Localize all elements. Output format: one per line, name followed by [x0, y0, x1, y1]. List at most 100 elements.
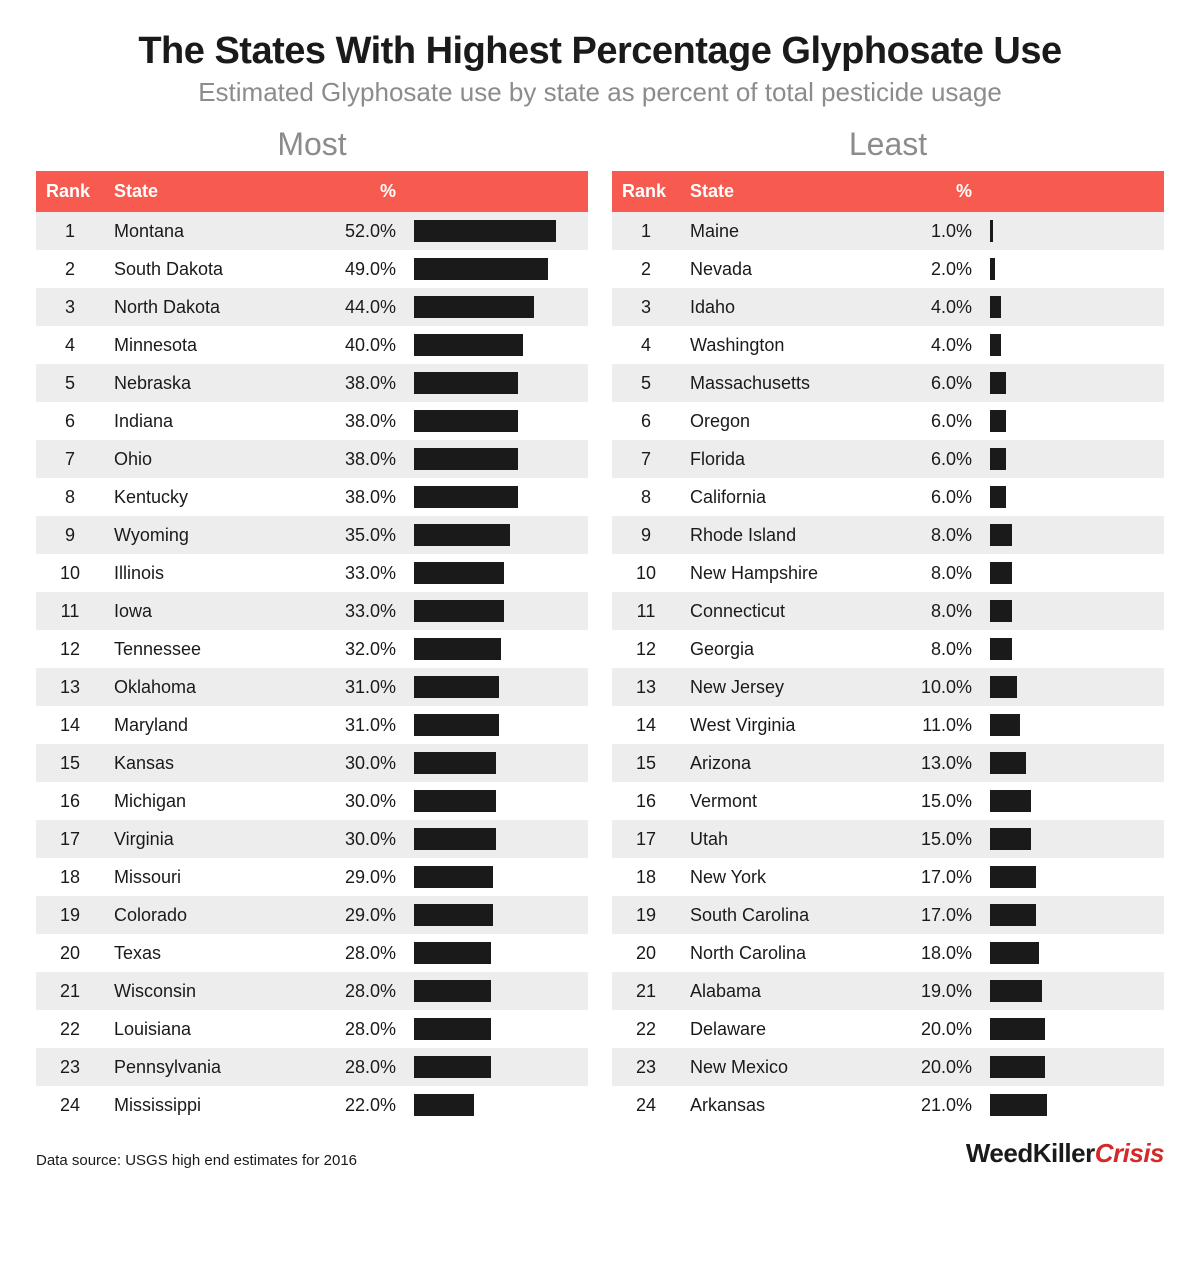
pct-cell: 15.0%: [870, 782, 990, 820]
rank-cell: 5: [36, 364, 104, 402]
rank-cell: 20: [36, 934, 104, 972]
panel: LeastRankState%1Maine1.0%2Nevada2.0%3Ida…: [612, 126, 1164, 1124]
pct-cell: 38.0%: [294, 440, 414, 478]
state-cell: Georgia: [680, 630, 870, 668]
bar-fill: [414, 866, 493, 888]
table-row: 9Wyoming35.0%: [36, 516, 588, 554]
table-row: 15Kansas30.0%: [36, 744, 588, 782]
bar-fill: [990, 258, 995, 280]
rank-cell: 6: [36, 402, 104, 440]
table-row: 13Oklahoma31.0%: [36, 668, 588, 706]
pct-cell: 31.0%: [294, 668, 414, 706]
state-cell: Virginia: [104, 820, 294, 858]
state-cell: Oregon: [680, 402, 870, 440]
bar-fill: [414, 448, 518, 470]
bar-fill: [990, 524, 1012, 546]
pct-cell: 28.0%: [294, 934, 414, 972]
rank-cell: 9: [612, 516, 680, 554]
bar-cell: [990, 934, 1164, 972]
pct-cell: 13.0%: [870, 744, 990, 782]
pct-cell: 17.0%: [870, 896, 990, 934]
state-cell: South Carolina: [680, 896, 870, 934]
pct-cell: 18.0%: [870, 934, 990, 972]
rank-cell: 14: [612, 706, 680, 744]
pct-cell: 6.0%: [870, 364, 990, 402]
bar-cell: [414, 554, 588, 592]
bar-fill: [414, 980, 491, 1002]
bar-cell: [990, 706, 1164, 744]
pct-cell: 33.0%: [294, 592, 414, 630]
state-cell: Colorado: [104, 896, 294, 934]
bar-cell: [990, 554, 1164, 592]
bar-fill: [414, 828, 496, 850]
rank-cell: 24: [612, 1086, 680, 1124]
pct-cell: 20.0%: [870, 1010, 990, 1048]
pct-cell: 10.0%: [870, 668, 990, 706]
rank-cell: 17: [36, 820, 104, 858]
bar-cell: [990, 212, 1164, 250]
rank-cell: 24: [36, 1086, 104, 1124]
bar-fill: [414, 676, 499, 698]
rank-cell: 17: [612, 820, 680, 858]
rank-cell: 19: [36, 896, 104, 934]
pct-cell: 29.0%: [294, 858, 414, 896]
rank-cell: 7: [36, 440, 104, 478]
logo-part2: Crisis: [1095, 1138, 1164, 1168]
rank-cell: 15: [36, 744, 104, 782]
pct-cell: 19.0%: [870, 972, 990, 1010]
pct-cell: 4.0%: [870, 288, 990, 326]
bar-cell: [990, 972, 1164, 1010]
rank-cell: 3: [612, 288, 680, 326]
state-cell: Oklahoma: [104, 668, 294, 706]
table-row: 10New Hampshire8.0%: [612, 554, 1164, 592]
state-cell: South Dakota: [104, 250, 294, 288]
table-row: 22Louisiana28.0%: [36, 1010, 588, 1048]
data-source: Data source: USGS high end estimates for…: [36, 1152, 357, 1169]
rank-cell: 16: [36, 782, 104, 820]
table-row: 20North Carolina18.0%: [612, 934, 1164, 972]
panels-container: MostRankState%1Montana52.0%2South Dakota…: [36, 126, 1164, 1124]
pct-cell: 35.0%: [294, 516, 414, 554]
rank-cell: 11: [36, 592, 104, 630]
table-row: 5Massachusetts6.0%: [612, 364, 1164, 402]
pct-cell: 17.0%: [870, 858, 990, 896]
rank-cell: 15: [612, 744, 680, 782]
state-cell: New Jersey: [680, 668, 870, 706]
table-row: 4Minnesota40.0%: [36, 326, 588, 364]
state-cell: Mississippi: [104, 1086, 294, 1124]
bar-fill: [990, 562, 1012, 584]
rank-cell: 10: [612, 554, 680, 592]
table-row: 6Indiana38.0%: [36, 402, 588, 440]
state-cell: Wisconsin: [104, 972, 294, 1010]
bar-fill: [990, 676, 1017, 698]
bar-fill: [990, 334, 1001, 356]
bar-fill: [990, 296, 1001, 318]
pct-cell: 28.0%: [294, 1048, 414, 1086]
bar-cell: [414, 1048, 588, 1086]
logo-part1: WeedKiller: [966, 1138, 1095, 1168]
bar-fill: [990, 486, 1006, 508]
bar-cell: [990, 668, 1164, 706]
table-row: 4Washington4.0%: [612, 326, 1164, 364]
state-cell: Maine: [680, 212, 870, 250]
state-cell: Texas: [104, 934, 294, 972]
pct-cell: 33.0%: [294, 554, 414, 592]
pct-cell: 22.0%: [294, 1086, 414, 1124]
pct-cell: 38.0%: [294, 364, 414, 402]
pct-cell: 29.0%: [294, 896, 414, 934]
state-cell: Massachusetts: [680, 364, 870, 402]
pct-cell: 1.0%: [870, 212, 990, 250]
bar-cell: [414, 668, 588, 706]
bar-fill: [414, 638, 501, 660]
state-cell: Washington: [680, 326, 870, 364]
table-row: 17Utah15.0%: [612, 820, 1164, 858]
rank-cell: 13: [36, 668, 104, 706]
table-row: 18Missouri29.0%: [36, 858, 588, 896]
rank-cell: 7: [612, 440, 680, 478]
pct-cell: 11.0%: [870, 706, 990, 744]
bar-fill: [990, 980, 1042, 1002]
state-cell: Wyoming: [104, 516, 294, 554]
pct-cell: 15.0%: [870, 820, 990, 858]
bar-cell: [990, 592, 1164, 630]
col-header-state: State: [104, 171, 294, 212]
